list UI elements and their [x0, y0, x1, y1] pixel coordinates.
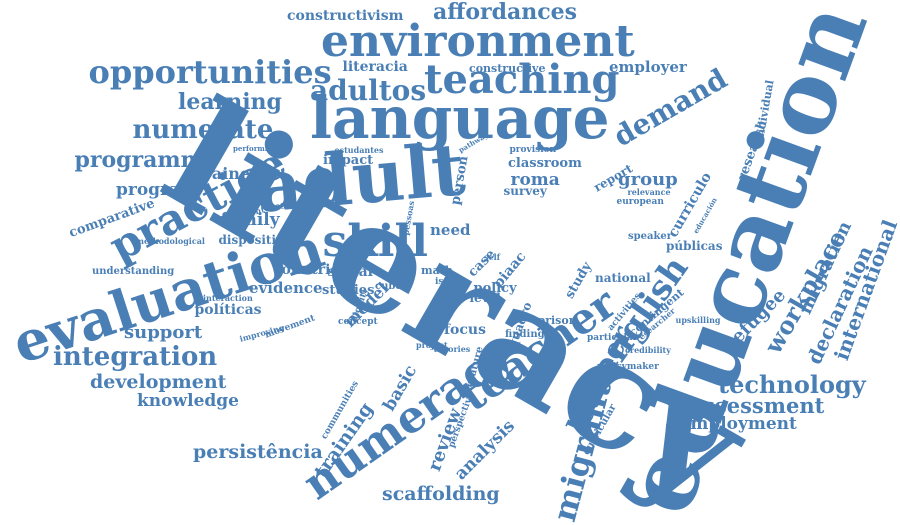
word-social: social	[327, 264, 373, 280]
word-employment: employment	[679, 413, 797, 434]
word-language: language	[310, 84, 610, 152]
word-integration: integration	[53, 342, 218, 372]
word-relevance: relevance	[627, 187, 671, 197]
word-cubed: cubed	[375, 281, 409, 292]
word-roma: roma	[510, 169, 560, 190]
word-knowledge: knowledge	[137, 390, 239, 411]
word-group: group	[618, 169, 678, 190]
word-learning: learning	[178, 89, 282, 115]
word-policy: policy	[473, 280, 517, 296]
word-self: self	[484, 252, 501, 262]
word-technology: technology	[718, 370, 866, 399]
word-employer: employer	[609, 57, 687, 76]
word-theories: theories	[433, 344, 471, 354]
word-politicas-1: políticas	[194, 302, 262, 318]
word-concept: concept	[338, 316, 378, 327]
word-development: development	[90, 370, 227, 393]
word-need: need	[430, 220, 471, 239]
word-constructive: constructive	[469, 61, 546, 75]
word-credibility: credibility	[625, 345, 671, 355]
word-speaker: speaker	[628, 231, 673, 242]
word-interaction: interaction	[203, 293, 253, 303]
word-persistencia-large: persistência	[193, 440, 323, 463]
word-demand: demand	[607, 62, 733, 154]
word-environment: environment	[321, 16, 635, 67]
word-survey: survey	[503, 184, 547, 198]
word-skill: skill	[322, 216, 428, 267]
word-countrie: countrie	[273, 262, 340, 278]
word-studies: studies	[322, 282, 375, 298]
word-upskilling: upskilling	[675, 315, 721, 325]
word-education: education	[600, 0, 889, 525]
word-provision: provision	[509, 144, 557, 155]
word-constructivism: constructivism	[287, 8, 404, 24]
word-estudantes: estudantes	[334, 145, 384, 155]
word-program: program	[116, 179, 199, 200]
word-policymaker: policymaker	[597, 361, 659, 372]
word-evidence: evidence	[249, 278, 323, 297]
word-methodological: methodological	[135, 236, 205, 246]
word-teaching: teaching	[424, 56, 620, 103]
word-support: support	[124, 322, 203, 343]
word-understanding: understanding	[92, 266, 175, 277]
word-trainee: trainee	[196, 164, 261, 183]
word-dispositivo: dispositivo	[218, 233, 292, 247]
word-focus: focus	[444, 322, 486, 338]
word-european: european	[616, 196, 664, 207]
word-literacia: literacia	[342, 59, 408, 75]
word-impact: impact	[323, 152, 374, 168]
word-affordances: affordances	[433, 0, 577, 25]
word-classroom: classroom	[508, 155, 582, 171]
word-level: level	[469, 291, 501, 305]
word-opportunities: opportunities	[88, 53, 332, 91]
word-family: family	[220, 209, 280, 230]
word-finding: finding	[505, 329, 545, 340]
word-national: national	[595, 271, 651, 285]
word-numerate: numerate	[132, 115, 274, 145]
word-performing: performing	[233, 143, 278, 153]
word-adultos: adultos	[310, 74, 427, 107]
word-publicas: públicas	[666, 239, 723, 253]
word-issue: issue	[435, 276, 461, 287]
word-scaffolding: scaffolding	[382, 482, 500, 505]
word-programme: programme	[74, 147, 218, 173]
word-prison: prison	[537, 313, 577, 327]
word-assessment: assessment	[689, 392, 825, 418]
word-particular: particular	[587, 332, 638, 343]
word-movement: movement	[263, 312, 317, 341]
word-math: math	[421, 263, 453, 277]
word-project: project	[416, 340, 448, 350]
